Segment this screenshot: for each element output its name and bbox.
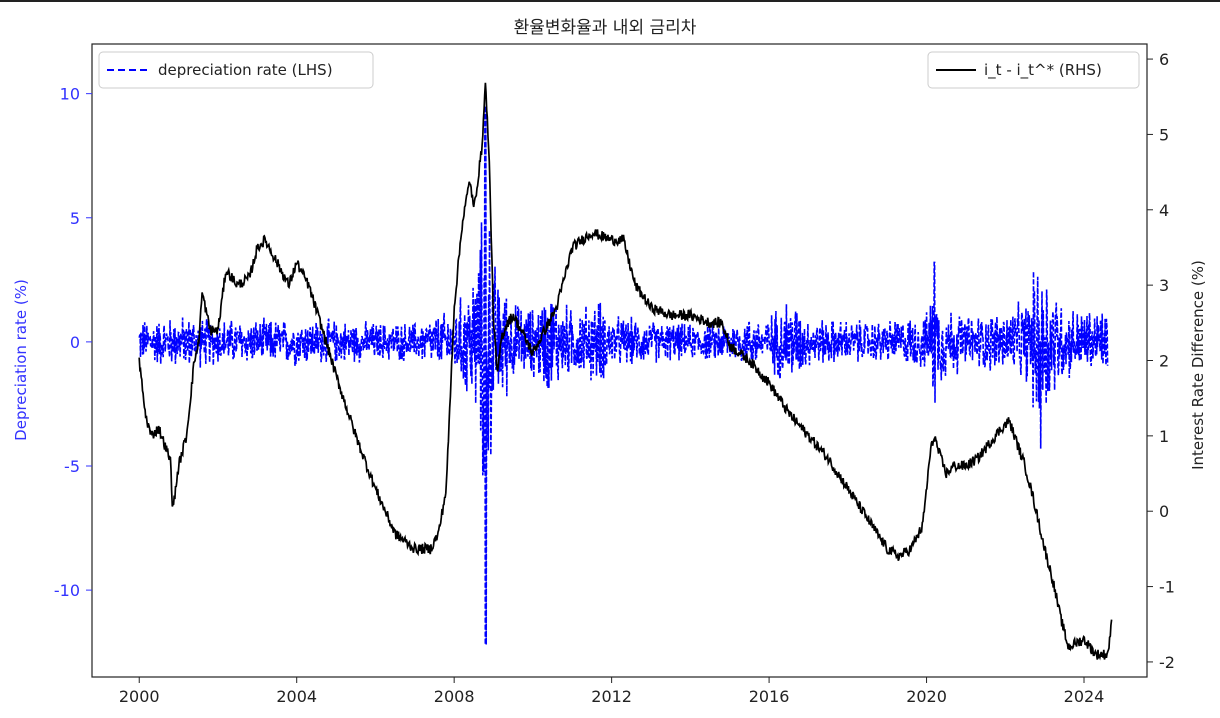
left-y-tick-label: -10 [54,581,80,600]
left-y-tick-label: 0 [70,333,80,352]
series-layer [138,82,1113,661]
x-tick-label: 2020 [906,687,947,706]
right-y-tick-label: 6 [1159,50,1169,69]
x-tick-label: 2000 [119,687,160,706]
x-tick-label: 2024 [1064,687,1105,706]
x-tick-label: 2016 [749,687,790,706]
legend-right: i_t - i_t^* (RHS) [927,51,1140,89]
right-y-axis-label: Interest Rate Difference (%) [1189,260,1207,470]
right-y-tick-label: 5 [1159,125,1169,144]
legend-right-label: i_t - i_t^* (RHS) [984,61,1102,80]
left-y-axis: 10 5 0 -5 -10 [54,85,92,600]
window-top-border [0,0,1220,2]
right-y-tick-label: -2 [1159,653,1175,672]
right-y-tick-label: 3 [1159,276,1169,295]
legend-left-label: depreciation rate (LHS) [158,61,333,79]
right-y-tick-label: -1 [1159,578,1175,597]
right-y-tick-label: 1 [1159,427,1169,446]
depreciation-rate-line [138,106,1109,645]
legend-left-box [98,51,374,89]
legend-left: depreciation rate (LHS) [98,51,374,89]
right-y-tick-label: 0 [1159,502,1169,521]
x-axis: 2000 2004 2008 2012 2016 2020 2024 [119,677,1104,706]
x-tick-label: 2004 [276,687,317,706]
legend-right-box [927,51,1140,89]
x-tick-label: 2008 [434,687,475,706]
right-y-axis: 6 5 4 3 2 1 0 -1 -2 [1147,50,1175,672]
x-tick-label: 2012 [591,687,632,706]
interest-rate-difference-line [138,82,1113,661]
left-y-tick-label: -5 [64,457,80,476]
right-y-tick-label: 2 [1159,352,1169,371]
left-y-tick-label: 5 [70,209,80,228]
chart-title: 환율변화율과 내외 금리차 [514,18,697,38]
right-y-tick-label: 4 [1159,201,1169,220]
left-y-tick-label: 10 [60,85,80,104]
left-y-axis-label: Depreciation rate (%) [12,279,30,441]
